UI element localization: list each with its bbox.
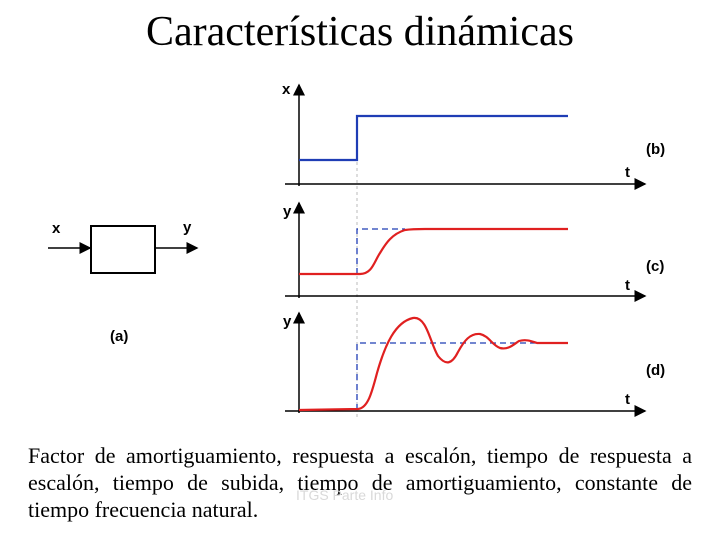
panel-d: y t (d) <box>283 311 665 417</box>
panel-c: y t (c) <box>283 201 664 302</box>
watermark: ITGS Parte Info <box>296 487 394 503</box>
first-order-response <box>299 227 568 276</box>
block-tag: (a) <box>110 328 128 345</box>
dynamic-characteristics-diagram: x y (a) x t (b) y t (c) y t (d) <box>48 81 665 418</box>
panel-b: x t (b) <box>282 81 665 190</box>
panel-d-reference-step <box>356 342 540 410</box>
panel-c-x-label: t <box>625 277 630 294</box>
block-input-label: x <box>52 220 61 237</box>
block-diagram: x y (a) <box>48 219 199 345</box>
panel-d-x-label: t <box>625 391 630 408</box>
panel-d-tag: (d) <box>646 362 665 379</box>
panel-c-tag: (c) <box>646 258 664 275</box>
panel-c-y-label: y <box>283 203 292 220</box>
input-step-signal <box>299 114 568 162</box>
panel-c-reference-step <box>356 228 405 274</box>
panel-b-x-label: t <box>625 164 630 181</box>
panel-b-tag: (b) <box>646 141 665 158</box>
panel-b-y-label: x <box>282 81 291 98</box>
underdamped-response <box>298 316 568 412</box>
slide-title: Características dinámicas <box>146 9 574 55</box>
block-output-label: y <box>183 219 192 236</box>
caption: Factor de amortiguamiento, respuesta a e… <box>28 443 692 522</box>
system-block <box>90 225 156 274</box>
panel-d-y-label: y <box>283 313 292 330</box>
